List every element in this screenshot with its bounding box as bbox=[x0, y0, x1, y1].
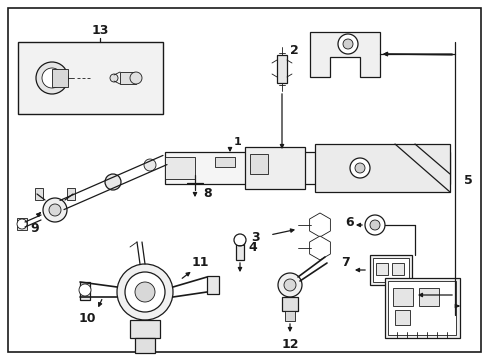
Bar bbox=[35, 188, 43, 200]
Circle shape bbox=[117, 264, 173, 320]
Text: 12: 12 bbox=[281, 338, 298, 351]
Text: 6: 6 bbox=[345, 216, 354, 229]
Text: 11: 11 bbox=[191, 256, 208, 269]
Text: 9: 9 bbox=[31, 221, 39, 234]
Bar bbox=[52, 69, 68, 87]
Bar bbox=[285, 311, 294, 321]
Bar bbox=[282, 297, 297, 311]
Circle shape bbox=[369, 220, 379, 230]
Bar bbox=[120, 72, 136, 84]
Circle shape bbox=[234, 234, 245, 246]
Circle shape bbox=[130, 72, 142, 84]
Circle shape bbox=[125, 272, 164, 312]
Circle shape bbox=[284, 279, 295, 291]
Bar bbox=[394, 310, 409, 325]
Circle shape bbox=[143, 159, 156, 171]
Polygon shape bbox=[309, 236, 330, 260]
Circle shape bbox=[36, 62, 68, 94]
Bar bbox=[130, 320, 160, 338]
Circle shape bbox=[364, 215, 384, 235]
Bar bbox=[18, 42, 163, 114]
Circle shape bbox=[79, 284, 91, 296]
Bar bbox=[384, 278, 459, 338]
Circle shape bbox=[278, 273, 302, 297]
Bar bbox=[372, 258, 408, 282]
Text: 7: 7 bbox=[340, 256, 348, 269]
Text: 8: 8 bbox=[203, 186, 212, 199]
Bar bbox=[391, 263, 403, 275]
Text: 3: 3 bbox=[250, 230, 259, 243]
Bar bbox=[135, 338, 155, 353]
Circle shape bbox=[310, 239, 328, 257]
Circle shape bbox=[135, 282, 155, 302]
Bar bbox=[236, 240, 244, 260]
Circle shape bbox=[105, 174, 121, 190]
Circle shape bbox=[49, 204, 61, 216]
Bar bbox=[249, 154, 267, 174]
Circle shape bbox=[349, 158, 369, 178]
Circle shape bbox=[310, 216, 328, 234]
Polygon shape bbox=[309, 32, 379, 77]
Bar bbox=[369, 255, 411, 285]
Bar bbox=[206, 276, 219, 294]
Circle shape bbox=[337, 34, 357, 54]
Text: 5: 5 bbox=[463, 174, 471, 186]
Bar bbox=[314, 144, 449, 192]
Bar bbox=[276, 55, 286, 83]
Bar bbox=[392, 288, 412, 306]
Polygon shape bbox=[309, 213, 330, 237]
Text: 2: 2 bbox=[289, 44, 298, 57]
Bar bbox=[375, 263, 387, 275]
Circle shape bbox=[110, 74, 118, 82]
Bar bbox=[80, 282, 90, 300]
Bar bbox=[164, 152, 449, 184]
Bar bbox=[17, 218, 27, 230]
Circle shape bbox=[342, 39, 352, 49]
Circle shape bbox=[354, 163, 364, 173]
Bar bbox=[387, 281, 455, 335]
Bar bbox=[244, 147, 305, 189]
Text: 4: 4 bbox=[248, 240, 257, 253]
Circle shape bbox=[42, 68, 62, 88]
Circle shape bbox=[43, 198, 67, 222]
Bar bbox=[164, 157, 195, 179]
Text: 10: 10 bbox=[78, 311, 96, 324]
Bar bbox=[215, 157, 235, 167]
Circle shape bbox=[17, 219, 27, 229]
Text: 13: 13 bbox=[91, 23, 108, 36]
Bar bbox=[67, 188, 75, 200]
Text: 1: 1 bbox=[234, 137, 242, 147]
Bar bbox=[418, 288, 438, 306]
